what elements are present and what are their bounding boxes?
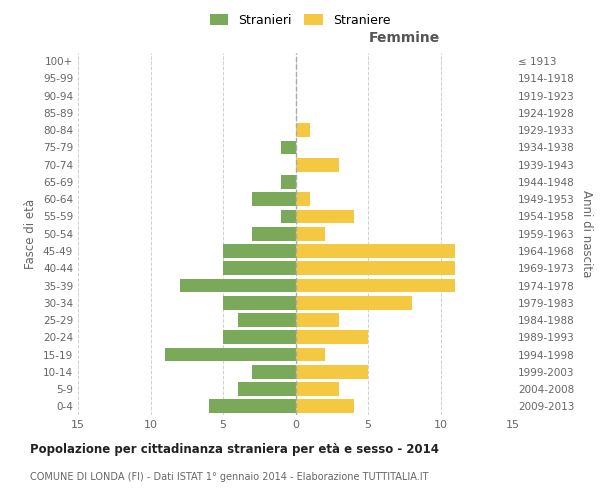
Bar [223,330,296,344]
Bar [209,400,296,413]
Bar [296,210,353,224]
Bar [179,278,296,292]
Text: Popolazione per cittadinanza straniera per età e sesso - 2014: Popolazione per cittadinanza straniera p… [30,442,439,456]
Text: Femmine: Femmine [368,31,440,46]
Bar [296,244,455,258]
Bar [281,140,296,154]
Bar [296,348,325,362]
Bar [296,296,412,310]
Bar [296,158,339,172]
Bar [238,382,296,396]
Bar [296,313,339,327]
Bar [281,175,296,189]
Bar [296,262,455,275]
Bar [281,210,296,224]
Text: COMUNE DI LONDA (FI) - Dati ISTAT 1° gennaio 2014 - Elaborazione TUTTITALIA.IT: COMUNE DI LONDA (FI) - Dati ISTAT 1° gen… [30,472,428,482]
Bar [296,382,339,396]
Bar [223,262,296,275]
Bar [252,227,296,240]
Bar [252,365,296,379]
Bar [296,330,368,344]
Bar [296,365,368,379]
Bar [238,313,296,327]
Y-axis label: Anni di nascita: Anni di nascita [580,190,593,278]
Bar [223,244,296,258]
Bar [223,296,296,310]
Bar [252,192,296,206]
Bar [165,348,296,362]
Bar [296,227,325,240]
Y-axis label: Fasce di età: Fasce di età [25,198,37,269]
Legend: Stranieri, Straniere: Stranieri, Straniere [205,8,395,32]
Bar [296,192,310,206]
Bar [296,278,455,292]
Bar [296,400,353,413]
Bar [296,124,310,137]
